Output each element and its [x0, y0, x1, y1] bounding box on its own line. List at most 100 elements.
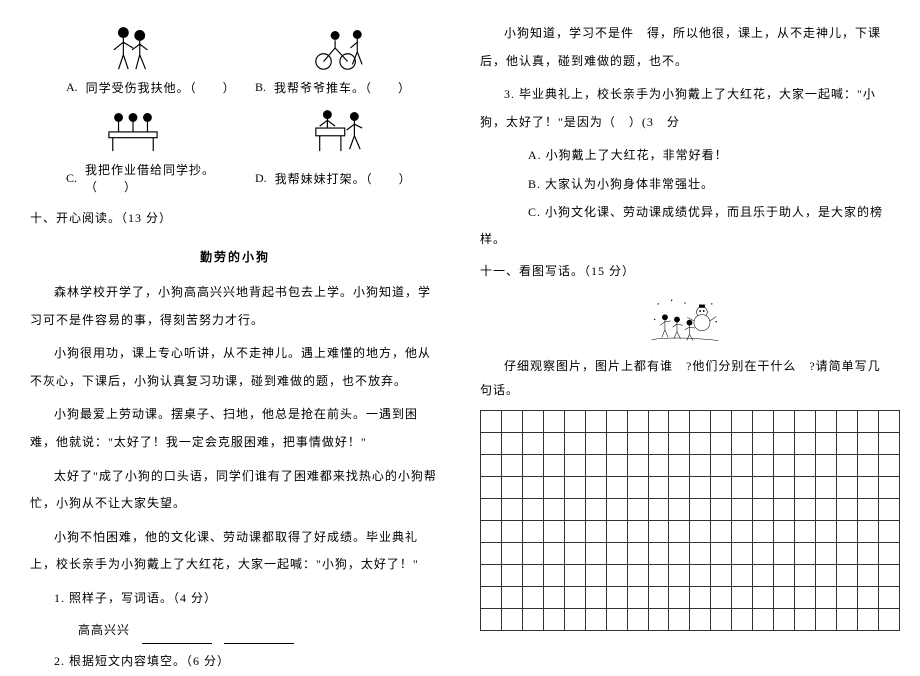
grid-cell[interactable] — [481, 411, 502, 433]
grid-cell[interactable] — [522, 521, 543, 543]
blank-2[interactable] — [224, 632, 294, 644]
grid-cell[interactable] — [795, 609, 816, 631]
grid-cell[interactable] — [690, 543, 711, 565]
grid-cell[interactable] — [627, 609, 648, 631]
grid-cell[interactable] — [627, 411, 648, 433]
grid-cell[interactable] — [795, 411, 816, 433]
grid-cell[interactable] — [627, 477, 648, 499]
grid-cell[interactable] — [857, 477, 878, 499]
grid-cell[interactable] — [690, 499, 711, 521]
grid-cell[interactable] — [522, 455, 543, 477]
grid-cell[interactable] — [836, 521, 857, 543]
grid-cell[interactable] — [585, 565, 606, 587]
grid-cell[interactable] — [669, 609, 690, 631]
grid-cell[interactable] — [627, 499, 648, 521]
grid-cell[interactable] — [795, 433, 816, 455]
grid-cell[interactable] — [606, 543, 627, 565]
grid-cell[interactable] — [543, 587, 564, 609]
grid-cell[interactable] — [481, 477, 502, 499]
grid-cell[interactable] — [606, 587, 627, 609]
grid-cell[interactable] — [878, 609, 899, 631]
grid-cell[interactable] — [711, 433, 732, 455]
grid-cell[interactable] — [669, 543, 690, 565]
grid-cell[interactable] — [481, 455, 502, 477]
grid-cell[interactable] — [669, 455, 690, 477]
grid-cell[interactable] — [501, 521, 522, 543]
grid-cell[interactable] — [711, 609, 732, 631]
grid-cell[interactable] — [690, 411, 711, 433]
grid-cell[interactable] — [669, 521, 690, 543]
grid-cell[interactable] — [795, 521, 816, 543]
grid-cell[interactable] — [774, 499, 795, 521]
grid-cell[interactable] — [836, 565, 857, 587]
grid-cell[interactable] — [543, 543, 564, 565]
grid-cell[interactable] — [606, 477, 627, 499]
grid-cell[interactable] — [564, 455, 585, 477]
grid-cell[interactable] — [711, 499, 732, 521]
grid-cell[interactable] — [816, 521, 837, 543]
grid-cell[interactable] — [648, 411, 669, 433]
grid-cell[interactable] — [585, 499, 606, 521]
grid-cell[interactable] — [857, 455, 878, 477]
grid-cell[interactable] — [669, 499, 690, 521]
grid-cell[interactable] — [732, 565, 753, 587]
grid-cell[interactable] — [522, 543, 543, 565]
grid-cell[interactable] — [543, 499, 564, 521]
grid-cell[interactable] — [732, 609, 753, 631]
grid-cell[interactable] — [627, 543, 648, 565]
grid-cell[interactable] — [774, 477, 795, 499]
grid-cell[interactable] — [753, 411, 774, 433]
grid-cell[interactable] — [774, 565, 795, 587]
grid-cell[interactable] — [857, 499, 878, 521]
grid-cell[interactable] — [606, 411, 627, 433]
grid-cell[interactable] — [606, 499, 627, 521]
grid-cell[interactable] — [774, 587, 795, 609]
grid-cell[interactable] — [690, 455, 711, 477]
grid-cell[interactable] — [711, 477, 732, 499]
grid-cell[interactable] — [878, 565, 899, 587]
grid-cell[interactable] — [543, 609, 564, 631]
grid-cell[interactable] — [711, 543, 732, 565]
grid-cell[interactable] — [501, 543, 522, 565]
grid-cell[interactable] — [648, 609, 669, 631]
grid-cell[interactable] — [522, 433, 543, 455]
grid-cell[interactable] — [522, 587, 543, 609]
grid-cell[interactable] — [543, 565, 564, 587]
grid-cell[interactable] — [836, 433, 857, 455]
grid-cell[interactable] — [522, 499, 543, 521]
grid-cell[interactable] — [481, 543, 502, 565]
grid-cell[interactable] — [774, 455, 795, 477]
grid-cell[interactable] — [543, 455, 564, 477]
grid-cell[interactable] — [836, 609, 857, 631]
grid-cell[interactable] — [669, 587, 690, 609]
grid-cell[interactable] — [816, 455, 837, 477]
grid-cell[interactable] — [816, 565, 837, 587]
grid-cell[interactable] — [753, 543, 774, 565]
grid-cell[interactable] — [606, 433, 627, 455]
grid-cell[interactable] — [795, 455, 816, 477]
grid-cell[interactable] — [836, 543, 857, 565]
grid-cell[interactable] — [564, 609, 585, 631]
grid-cell[interactable] — [585, 433, 606, 455]
grid-cell[interactable] — [711, 455, 732, 477]
grid-cell[interactable] — [690, 565, 711, 587]
grid-cell[interactable] — [648, 565, 669, 587]
grid-cell[interactable] — [522, 565, 543, 587]
grid-cell[interactable] — [878, 521, 899, 543]
grid-cell[interactable] — [606, 521, 627, 543]
grid-cell[interactable] — [481, 565, 502, 587]
grid-cell[interactable] — [857, 565, 878, 587]
grid-cell[interactable] — [690, 609, 711, 631]
grid-cell[interactable] — [481, 609, 502, 631]
grid-cell[interactable] — [753, 499, 774, 521]
grid-cell[interactable] — [648, 477, 669, 499]
grid-cell[interactable] — [606, 455, 627, 477]
grid-cell[interactable] — [627, 455, 648, 477]
grid-cell[interactable] — [564, 477, 585, 499]
grid-cell[interactable] — [732, 587, 753, 609]
grid-cell[interactable] — [732, 543, 753, 565]
grid-cell[interactable] — [648, 499, 669, 521]
grid-cell[interactable] — [774, 609, 795, 631]
grid-cell[interactable] — [711, 521, 732, 543]
grid-cell[interactable] — [857, 609, 878, 631]
